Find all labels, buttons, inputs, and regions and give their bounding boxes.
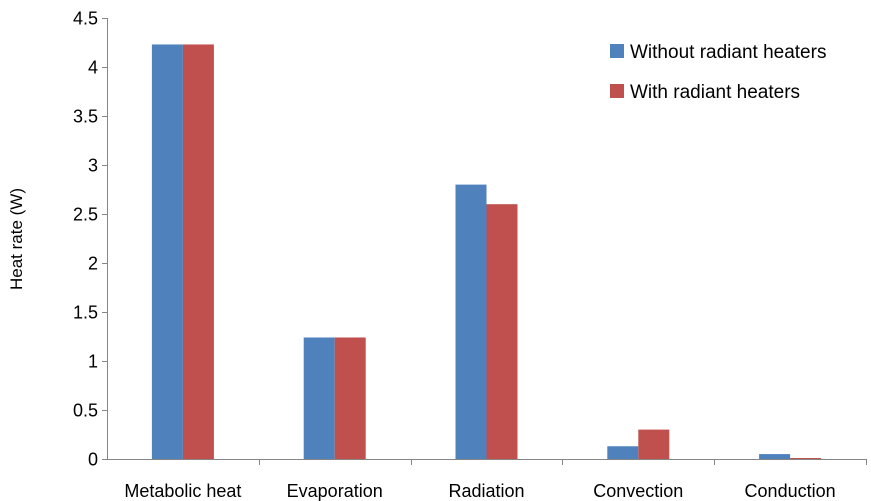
- y-tick-label: 4: [88, 58, 98, 78]
- y-tick-label: 0.5: [73, 401, 98, 421]
- y-tick-label: 0: [88, 450, 98, 470]
- bar-with-heaters: [638, 429, 670, 459]
- bar-with-heaters: [334, 337, 366, 459]
- y-tick-label: 3: [88, 156, 98, 176]
- legend-swatch: [610, 84, 624, 98]
- y-tick-label: 3.5: [73, 107, 98, 127]
- y-tick-label: 2.5: [73, 205, 98, 225]
- bar-with-heaters: [790, 458, 822, 459]
- bar-with-heaters: [486, 204, 518, 459]
- bars-group: [151, 44, 822, 460]
- legend-label: Without radiant heaters: [630, 42, 826, 63]
- bar-without-heaters: [607, 446, 639, 459]
- legend: Without radiant heaters With radiant heat…: [610, 42, 826, 103]
- y-axis-ticks: 0 0.5 1 1.5 2 2.5 3 3.5 4 4.5: [73, 9, 107, 470]
- y-tick-label: 4.5: [73, 9, 98, 29]
- bar-without-heaters: [759, 454, 791, 459]
- bar-without-heaters: [455, 184, 487, 459]
- y-tick-label: 2: [88, 254, 98, 274]
- x-category-label: Conduction: [745, 481, 836, 501]
- y-tick-label: 1.5: [73, 303, 98, 323]
- bar-without-heaters: [303, 337, 335, 459]
- y-axis-title: Heat rate (W): [7, 188, 26, 290]
- x-category-label: Metabolic heat: [124, 481, 241, 501]
- y-tick-label: 1: [88, 352, 98, 372]
- legend-label: With radiant heaters: [630, 82, 800, 103]
- x-category-label: Convection: [593, 481, 683, 501]
- bar-without-heaters: [151, 44, 183, 460]
- bar-with-heaters: [182, 44, 214, 460]
- x-category-label: Radiation: [448, 481, 524, 501]
- x-axis-labels: Metabolic heat Evaporation Radiation Convec…: [124, 459, 867, 501]
- legend-swatch: [610, 44, 624, 58]
- x-category-label: Evaporation: [287, 481, 383, 501]
